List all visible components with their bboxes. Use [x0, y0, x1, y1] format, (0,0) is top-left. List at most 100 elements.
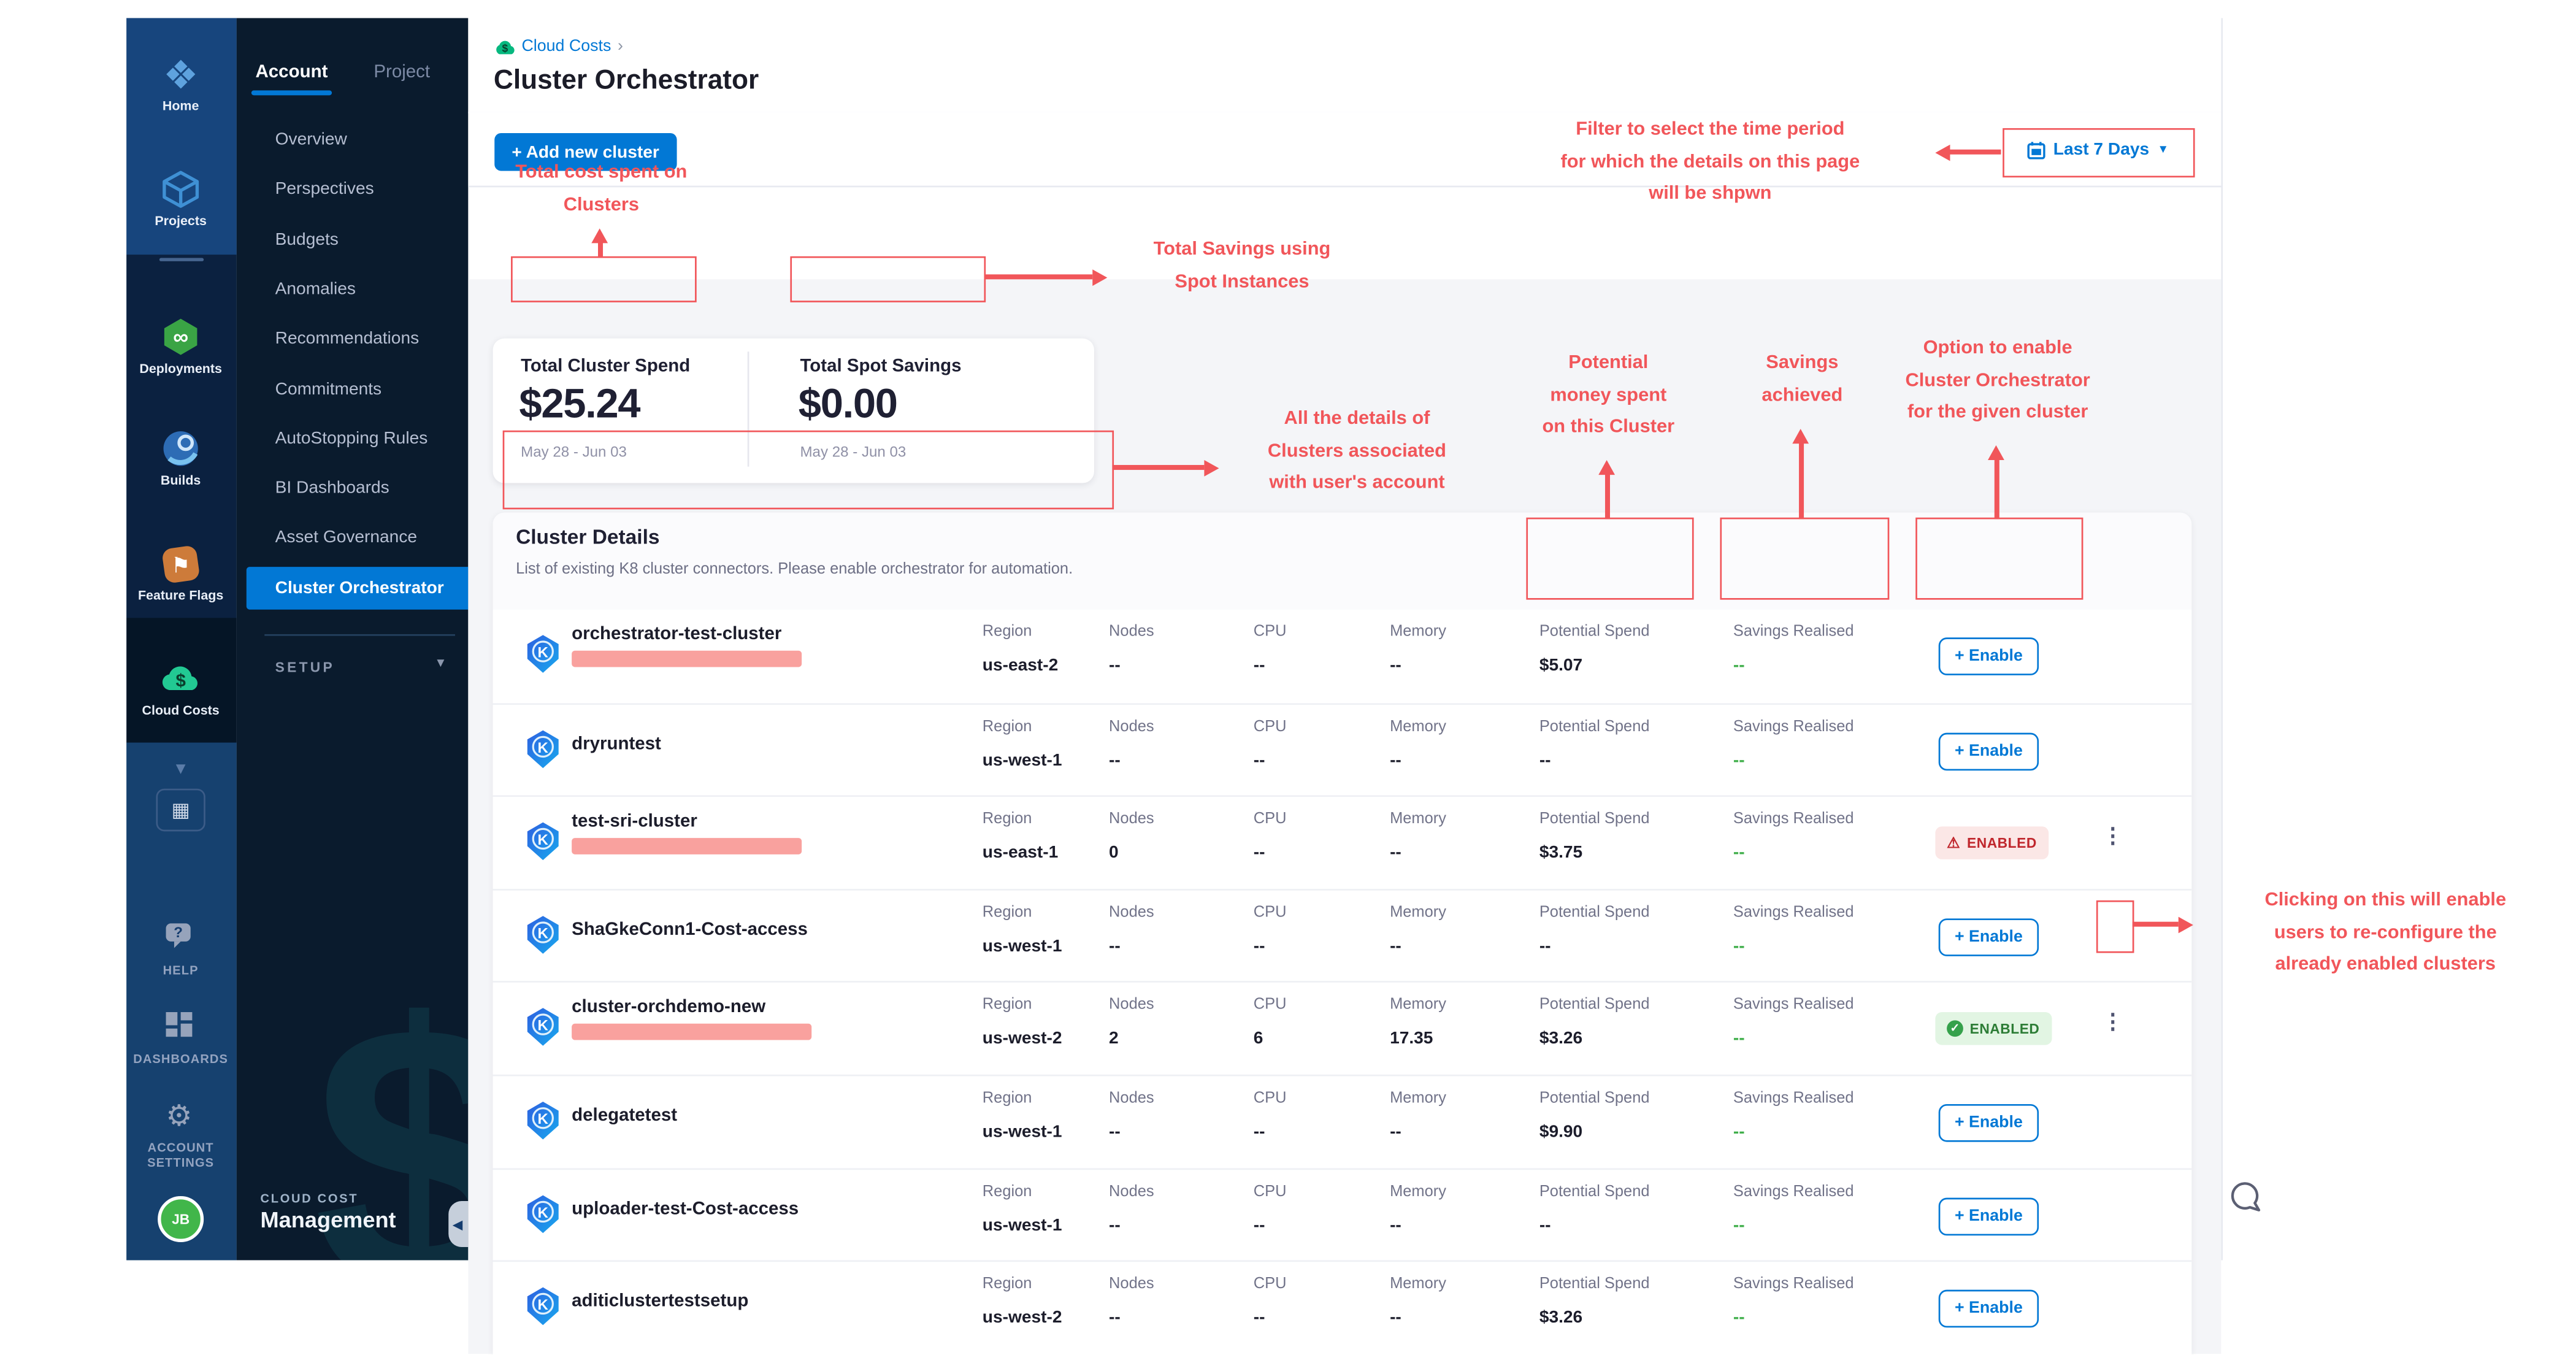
column-label-savings_realised: Savings Realised: [1733, 1089, 1854, 1108]
sidebar-item-asset-governance[interactable]: Asset Governance: [275, 528, 418, 548]
svg-text:$: $: [501, 41, 507, 53]
sidebar-item-anomalies[interactable]: Anomalies: [275, 279, 356, 299]
row-menu-kebab-icon[interactable]: ⋮: [2102, 1009, 2124, 1034]
infinity-hex-icon: ∞: [164, 318, 197, 355]
cell-value-nodes: --: [1109, 750, 1121, 770]
column-label-potential_spend: Potential Spend: [1539, 1182, 1650, 1200]
rail-expand-chevron[interactable]: ▼: [126, 753, 236, 782]
sidebar-item-budgets[interactable]: Budgets: [275, 229, 339, 250]
svg-text:∞: ∞: [173, 325, 188, 349]
cell-value-savings_realised: --: [1733, 750, 1745, 770]
cell-value-nodes: --: [1109, 655, 1121, 675]
column-label-cpu: CPU: [1253, 996, 1287, 1015]
rail-item-label: Builds: [160, 473, 201, 488]
rail-item-cloud-costs[interactable]: $ Cloud Costs: [126, 659, 236, 718]
cell-value-cpu: --: [1253, 936, 1265, 956]
column-label-savings_realised: Savings Realised: [1733, 623, 1854, 641]
sidebar-item-bi-dashboards[interactable]: BI Dashboards: [275, 478, 389, 498]
k8s-connector-icon: K: [526, 1101, 560, 1149]
sidebar-collapse-handle[interactable]: ◀: [447, 1201, 468, 1248]
row-menu-kebab-icon[interactable]: ⋮: [2102, 823, 2124, 848]
page-header: $ Cloud Costs › Cluster Orchestrator: [467, 18, 2221, 113]
enable-button[interactable]: + Enable: [1938, 1290, 2039, 1328]
cell-value-memory: --: [1390, 655, 1401, 675]
cell-value-region: us-west-1: [982, 1215, 1062, 1235]
cell-value-memory: --: [1390, 750, 1401, 770]
rail-item-dashboards[interactable]: DASHBOARDS: [126, 1007, 236, 1066]
sidebar-item-cluster-orchestrator[interactable]: Cluster Orchestrator: [245, 567, 468, 610]
add-new-cluster-button[interactable]: + Add new cluster: [493, 132, 678, 171]
rail-item-home[interactable]: ❖ Home: [126, 54, 236, 113]
column-label-potential_spend: Potential Spend: [1539, 903, 1650, 922]
column-label-region: Region: [982, 623, 1032, 641]
cluster-name[interactable]: ShaGkeConn1-Cost-access: [572, 919, 808, 940]
cluster-name[interactable]: uploader-test-Cost-access: [572, 1199, 799, 1219]
sidebar-item-overview[interactable]: Overview: [275, 129, 347, 150]
cell-value-cpu: --: [1253, 1215, 1265, 1235]
k8s-connector-icon: K: [526, 634, 560, 682]
total-cluster-spend-value: $25.24: [519, 381, 640, 428]
cluster-name[interactable]: delegatetest: [572, 1105, 678, 1126]
rail-item-account-settings[interactable]: ⚙ ACCOUNT SETTINGS: [126, 1096, 236, 1170]
tab-project[interactable]: Project: [374, 62, 431, 82]
cloud-dollar-icon: $: [162, 666, 197, 691]
time-period-filter[interactable]: Last 7 Days ▼: [2005, 128, 2191, 171]
cluster-details-title: Cluster Details: [516, 526, 660, 549]
cluster-name[interactable]: dryruntest: [572, 734, 661, 754]
sidebar-item-recommendations[interactable]: Recommendations: [275, 329, 420, 349]
cell-value-potential_spend: $3.26: [1539, 1029, 1583, 1049]
time-period-value: Last 7 Days: [2053, 139, 2150, 159]
enable-button[interactable]: + Enable: [1938, 1197, 2039, 1235]
redacted-id-bar: [572, 1024, 812, 1041]
user-avatar[interactable]: JB: [126, 1196, 236, 1242]
svg-text:K: K: [538, 1297, 549, 1313]
collapse-arrow-icon: ◀: [452, 1216, 463, 1232]
column-label-potential_spend: Potential Spend: [1539, 996, 1650, 1015]
cell-value-savings_realised: --: [1733, 1122, 1745, 1142]
breadcrumb[interactable]: $ Cloud Costs ›: [494, 38, 623, 56]
cluster-name[interactable]: cluster-orchdemo-new: [572, 997, 766, 1018]
redacted-id-bar: [572, 838, 802, 855]
rail-item-label: DASHBOARDS: [133, 1051, 228, 1067]
sidebar-setup-label[interactable]: SETUP: [275, 659, 335, 675]
cluster-name[interactable]: orchestrator-test-cluster: [572, 624, 782, 644]
cell-value-nodes: --: [1109, 1215, 1121, 1235]
chevron-down-icon[interactable]: ▾: [437, 654, 445, 670]
rail-section-top: [125, 18, 236, 255]
k8s-connector-icon: K: [526, 1287, 560, 1335]
rail-item-builds[interactable]: Builds: [126, 429, 236, 488]
table-row: K ShaGkeConn1-Cost-access Region us-west-1 N…: [493, 888, 2192, 983]
sidebar-item-commitments[interactable]: Commitments: [275, 378, 382, 399]
support-chat-button[interactable]: [2229, 1180, 2266, 1224]
chevron-down-icon: ▼: [2157, 144, 2169, 156]
column-label-memory: Memory: [1390, 1089, 1446, 1108]
k8s-connector-icon: K: [526, 1008, 560, 1056]
cluster-name[interactable]: test-sri-cluster: [572, 812, 697, 832]
enabled-badge-label: ENABLED: [1967, 835, 2037, 852]
column-label-nodes: Nodes: [1109, 623, 1154, 641]
module-picker-button[interactable]: ▦: [126, 788, 236, 832]
cluster-name[interactable]: aditiclustertestsetup: [572, 1291, 749, 1312]
column-label-cpu: CPU: [1253, 810, 1287, 829]
sidebar-item-autostopping-rules[interactable]: AutoStopping Rules: [275, 428, 428, 448]
cell-value-memory: 17.35: [1390, 1029, 1433, 1049]
rail-item-deployments[interactable]: ∞ Deployments: [126, 317, 236, 376]
enable-button[interactable]: + Enable: [1938, 1104, 2039, 1142]
rail-item-feature-flags[interactable]: ⚑ Feature Flags: [126, 544, 236, 603]
breadcrumb-link[interactable]: Cloud Costs: [521, 37, 611, 56]
enable-button[interactable]: + Enable: [1938, 918, 2039, 956]
enable-button[interactable]: + Enable: [1938, 637, 2039, 675]
rail-item-help[interactable]: ? HELP: [126, 918, 236, 978]
k8s-connector-icon: K: [526, 915, 560, 962]
column-label-memory: Memory: [1390, 1275, 1446, 1294]
column-label-memory: Memory: [1390, 623, 1446, 641]
cell-value-cpu: --: [1253, 750, 1265, 770]
tab-account[interactable]: Account: [255, 62, 328, 82]
enable-button[interactable]: + Enable: [1938, 732, 2039, 770]
rail-item-projects[interactable]: Projects: [126, 169, 236, 228]
sidebar-item-perspectives[interactable]: Perspectives: [275, 179, 374, 199]
rail-divider: [158, 258, 203, 261]
cell-value-potential_spend: $9.90: [1539, 1122, 1583, 1142]
